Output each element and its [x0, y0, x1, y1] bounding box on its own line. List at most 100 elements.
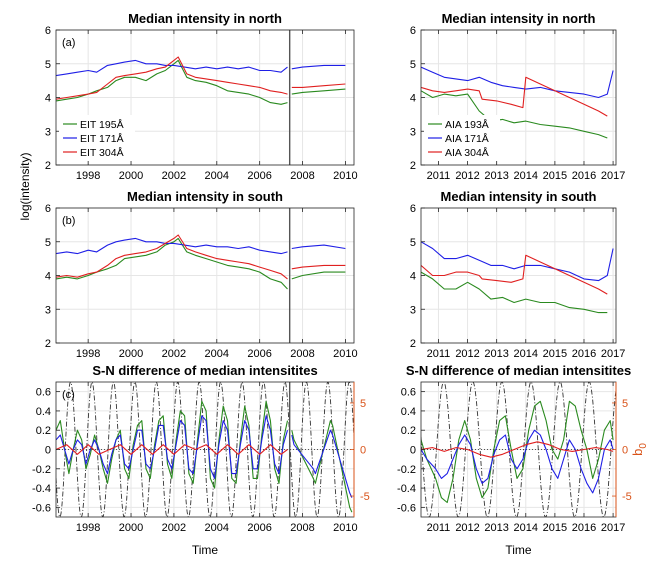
series-line-eit-195-late	[291, 88, 346, 95]
series-line-eit-304-late	[291, 264, 346, 270]
x-tick-label: 2004	[205, 522, 229, 534]
series-line-eit-171	[56, 237, 288, 255]
y-tick-label: 0.6	[36, 387, 51, 399]
series-line-eit-171-late	[291, 244, 346, 250]
x-tick-label: 1998	[76, 348, 100, 360]
panel-title: Median intensity in north	[442, 11, 596, 26]
y-tick-label: 0.6	[401, 387, 416, 399]
legend-label: AIA 304Å	[445, 146, 489, 159]
x-tick-label: 2006	[247, 348, 271, 360]
series-line-eit-171-late	[291, 64, 346, 70]
y-tick-label: 5	[410, 237, 416, 249]
y-tick-label: 3	[410, 126, 416, 138]
x-tick-label: 2015	[543, 170, 567, 182]
x-tick-label: 2010	[333, 170, 357, 182]
x-axis-label-left: Time	[192, 543, 219, 557]
plot-area	[56, 382, 354, 517]
x-tick-label: 2016	[572, 170, 596, 182]
x-tick-label: 2014	[514, 170, 538, 182]
series-line-eit-195-late	[291, 271, 346, 280]
x-tick-label: 2008	[290, 522, 314, 534]
x-tick-label: 1998	[76, 170, 100, 182]
y-tick-label: 0	[410, 445, 416, 457]
series-line-aia-171	[421, 241, 614, 282]
y-tick-label: 2	[410, 338, 416, 350]
panel-title: S-N difference of median intensitites	[92, 363, 317, 378]
b0-tick-label: 5	[360, 398, 366, 410]
legend-label: AIA 171Å	[445, 132, 489, 145]
y-tick-label: 4	[410, 271, 416, 283]
panel-south_aia: 2011 2012 2013 2014 2015 2016 2017 2 3 4 5 6 Median …	[410, 189, 625, 360]
panel-north_aia: 2011 2012 2013 2014 2015 2016 2017 2 3 4 5 6 Median …	[410, 11, 625, 182]
y-tick-label: 4	[45, 93, 51, 105]
x-tick-label: 2012	[455, 522, 479, 534]
x-tick-label: 2004	[205, 170, 229, 182]
series-line-eit-304-late	[291, 83, 346, 88]
series-line-eit-195	[56, 400, 289, 489]
x-tick-label: 2013	[484, 170, 508, 182]
x-tick-label: 2011	[427, 522, 451, 534]
series-line-eit-195	[56, 237, 288, 290]
panel-title: S-N difference of median intensitites	[406, 363, 631, 378]
x-tick-label: 1998	[76, 522, 100, 534]
x-tick-label: 2002	[162, 522, 186, 534]
y-tick-label: 3	[410, 304, 416, 316]
y-tick-label: -0.4	[32, 483, 51, 495]
panel-south_eit: 1998 2000 2002 2004 2006 2008 2010 2 3 4 5 6 Median …	[45, 189, 358, 360]
x-tick-label: 2008	[290, 348, 314, 360]
series-line-aia-193	[421, 271, 608, 314]
legend-label: EIT 195Å	[80, 118, 124, 131]
b0-tick-label: -5	[360, 491, 370, 503]
legend-label: EIT 304Å	[80, 146, 124, 159]
plot-area	[56, 234, 346, 290]
y-tick-label: 0.4	[401, 406, 416, 418]
y-tick-label: 0.2	[401, 425, 416, 437]
y-tick-label: 0.2	[36, 425, 51, 437]
plot-area	[421, 241, 614, 314]
series-line-eit-171	[56, 415, 289, 479]
plot-area	[56, 56, 346, 105]
x-tick-label: 2017	[601, 348, 625, 360]
b0-tick-label: 0	[622, 445, 628, 457]
series-line-eit-304	[56, 444, 288, 455]
y-tick-label: 3	[45, 304, 51, 316]
y-tick-label: 6	[410, 25, 416, 37]
x-tick-label: 2000	[119, 170, 143, 182]
x-tick-label: 2012	[455, 348, 479, 360]
x-tick-label: 2004	[205, 348, 229, 360]
panel-label: (c)	[62, 389, 75, 401]
series-line-aia-193	[421, 400, 614, 504]
x-tick-label: 2015	[543, 522, 567, 534]
y-tick-label: 6	[410, 203, 416, 215]
plot-area	[421, 382, 616, 517]
b0-curve	[421, 382, 616, 517]
series-line-aia-304	[421, 254, 608, 295]
series-line-eit-304	[56, 56, 288, 100]
x-tick-label: 2000	[119, 348, 143, 360]
y-tick-label: 6	[45, 25, 51, 37]
series-line-eit-171-late	[291, 429, 353, 498]
series-line-eit-171	[56, 59, 288, 77]
x-tick-label: 2012	[455, 170, 479, 182]
x-tick-label: 2006	[247, 170, 271, 182]
series-line-aia-193	[421, 90, 608, 139]
y-tick-label: 2	[45, 338, 51, 350]
legend-label: EIT 171Å	[80, 132, 124, 145]
x-tick-label: 2013	[484, 522, 508, 534]
plot-area	[421, 66, 614, 139]
y-tick-label: -0.6	[32, 502, 51, 514]
panel-sn_eit: 1998 2000 2002 2004 2006 2008 2010 -0.6 -0.4 -0.2…	[32, 363, 370, 534]
series-line-aia-304	[421, 76, 608, 117]
x-tick-label: 2002	[162, 170, 186, 182]
y-tick-label: -0.4	[397, 483, 416, 495]
panel-north_eit: 1998 2000 2002 2004 2006 2008 2010 2 3 4 5 6 Median …	[45, 11, 358, 182]
panel-title: Median intensity in south	[440, 189, 596, 204]
y-axis-label: log(intensity)	[18, 152, 32, 220]
x-tick-label: 2011	[427, 348, 451, 360]
b0-axis-label-subscript: 0	[638, 443, 649, 449]
legend-label: AIA 193Å	[445, 118, 489, 131]
x-tick-label: 2002	[162, 348, 186, 360]
